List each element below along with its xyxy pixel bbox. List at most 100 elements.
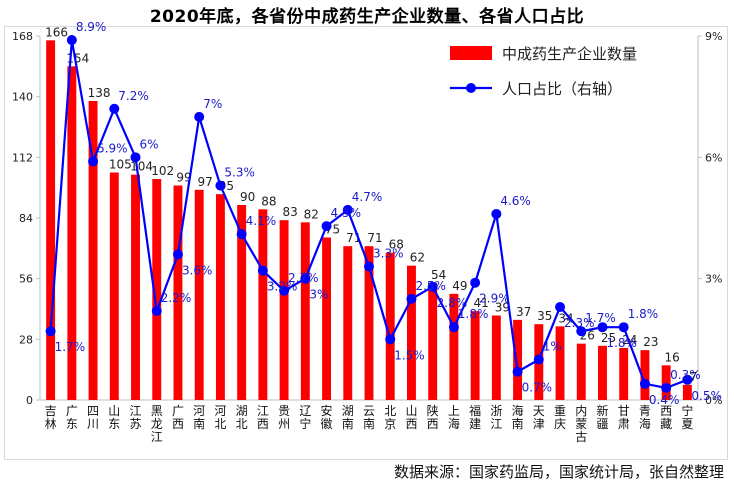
line-marker <box>194 111 205 122</box>
line-data-label: 5.3% <box>224 166 255 180</box>
line-marker <box>576 326 587 337</box>
line-marker <box>491 208 502 219</box>
line-data-label: 1.8% <box>628 307 659 321</box>
line-data-label: 1% <box>543 340 562 354</box>
bar <box>152 179 162 400</box>
legend-bar-swatch <box>450 46 492 60</box>
bar-data-label: 7 <box>690 370 698 384</box>
line-marker <box>45 326 56 337</box>
bar-data-label: 105 <box>109 158 132 172</box>
bar <box>109 172 119 400</box>
bar-data-label: 83 <box>282 205 297 219</box>
bar-data-label: 24 <box>622 333 637 347</box>
line-marker <box>555 301 566 312</box>
category-label: 海南 <box>512 403 524 431</box>
category-label: 河南 <box>193 404 205 431</box>
bar-data-label: 166 <box>45 25 68 39</box>
line-marker <box>639 378 650 389</box>
line-data-label: 1.7% <box>585 311 616 325</box>
line-data-label: 0.5% <box>691 389 722 403</box>
bar-data-label: 62 <box>410 251 425 265</box>
category-label: 广东 <box>66 404 78 431</box>
category-label: 西藏 <box>660 404 672 431</box>
bar <box>491 315 501 400</box>
line-marker <box>342 204 353 215</box>
line-marker <box>215 180 226 191</box>
bar <box>46 40 56 400</box>
bar <box>428 283 438 400</box>
bar <box>173 185 183 400</box>
line-data-label: 2.8% <box>437 296 468 310</box>
right-axis-tick-label: 0% <box>705 394 722 407</box>
category-label: 内蒙古 <box>575 404 587 444</box>
category-label: 吉林 <box>45 404 57 431</box>
bar <box>131 174 140 400</box>
line-data-label: 4.1% <box>246 214 276 228</box>
bar-data-label: 102 <box>151 164 174 178</box>
bar-data-label: 39 <box>495 301 510 315</box>
bar <box>682 384 692 400</box>
category-label: 青海 <box>639 404 651 431</box>
right-axis-tick-label: 9% <box>705 30 722 43</box>
bar-data-label: 97 <box>198 175 213 189</box>
line-data-label: 6% <box>140 137 159 151</box>
line-marker <box>618 322 629 333</box>
left-axis-tick-label: 84 <box>19 212 33 225</box>
category-label: 河北 <box>214 404 226 431</box>
category-label: 天津 <box>533 404 545 431</box>
bar <box>598 345 607 400</box>
line-marker <box>470 277 481 288</box>
line-marker <box>533 354 544 365</box>
line-marker <box>300 273 311 284</box>
line-marker <box>321 221 332 232</box>
line-data-label: 7.2% <box>118 89 148 103</box>
bar <box>215 194 225 400</box>
line-data-label: 2.2% <box>161 291 192 305</box>
line-marker <box>279 285 290 296</box>
bar <box>576 343 586 400</box>
bar <box>661 365 671 400</box>
bar <box>364 246 374 400</box>
line-marker <box>151 306 162 317</box>
category-label: 宁夏 <box>681 403 693 431</box>
category-label: 浙江 <box>490 404 502 431</box>
category-label: 辽宁 <box>299 404 311 431</box>
bar <box>67 66 77 400</box>
line-marker <box>66 35 77 46</box>
left-axis-tick-label: 112 <box>12 151 33 164</box>
bar-data-label: 16 <box>665 350 680 364</box>
bar <box>343 246 353 400</box>
bar-data-label: 54 <box>431 268 446 282</box>
bar-data-label: 154 <box>66 51 89 65</box>
left-axis-tick-label: 168 <box>12 30 33 43</box>
line-marker <box>364 261 374 272</box>
line-data-label: 0.7% <box>522 381 553 395</box>
bar <box>322 237 332 400</box>
bar-data-label: 41 <box>473 296 488 310</box>
line-marker <box>512 366 523 377</box>
category-label: 湖北 <box>236 403 248 431</box>
bar-data-label: 82 <box>304 207 319 221</box>
chart-title: 2020年底，各省份中成药生产企业数量、各省人口占比 <box>149 7 585 27</box>
line-data-label: 4.3% <box>331 206 362 220</box>
line-data-label: 5.9% <box>97 141 128 155</box>
category-label: 江西 <box>257 404 269 431</box>
line-data-label: 2.3% <box>564 316 595 330</box>
line-data-label: 2.9% <box>479 292 510 306</box>
line-data-label: 4.6% <box>500 194 531 208</box>
bar <box>237 205 247 400</box>
line-data-label: 0.3% <box>670 368 701 382</box>
category-label: 甘肃 <box>618 404 630 431</box>
line-data-label: 2.7% <box>288 271 319 285</box>
legend-bar-label: 中成药生产企业数量 <box>502 45 637 63</box>
line-data-label: 3.3% <box>373 247 404 261</box>
bar <box>470 311 480 400</box>
bar <box>449 293 459 400</box>
line-data-label: 7% <box>203 97 222 111</box>
bar <box>406 265 416 400</box>
bar <box>513 319 523 400</box>
category-label: 福建 <box>469 403 481 431</box>
category-label: 上海 <box>448 404 460 431</box>
bar <box>194 189 204 400</box>
